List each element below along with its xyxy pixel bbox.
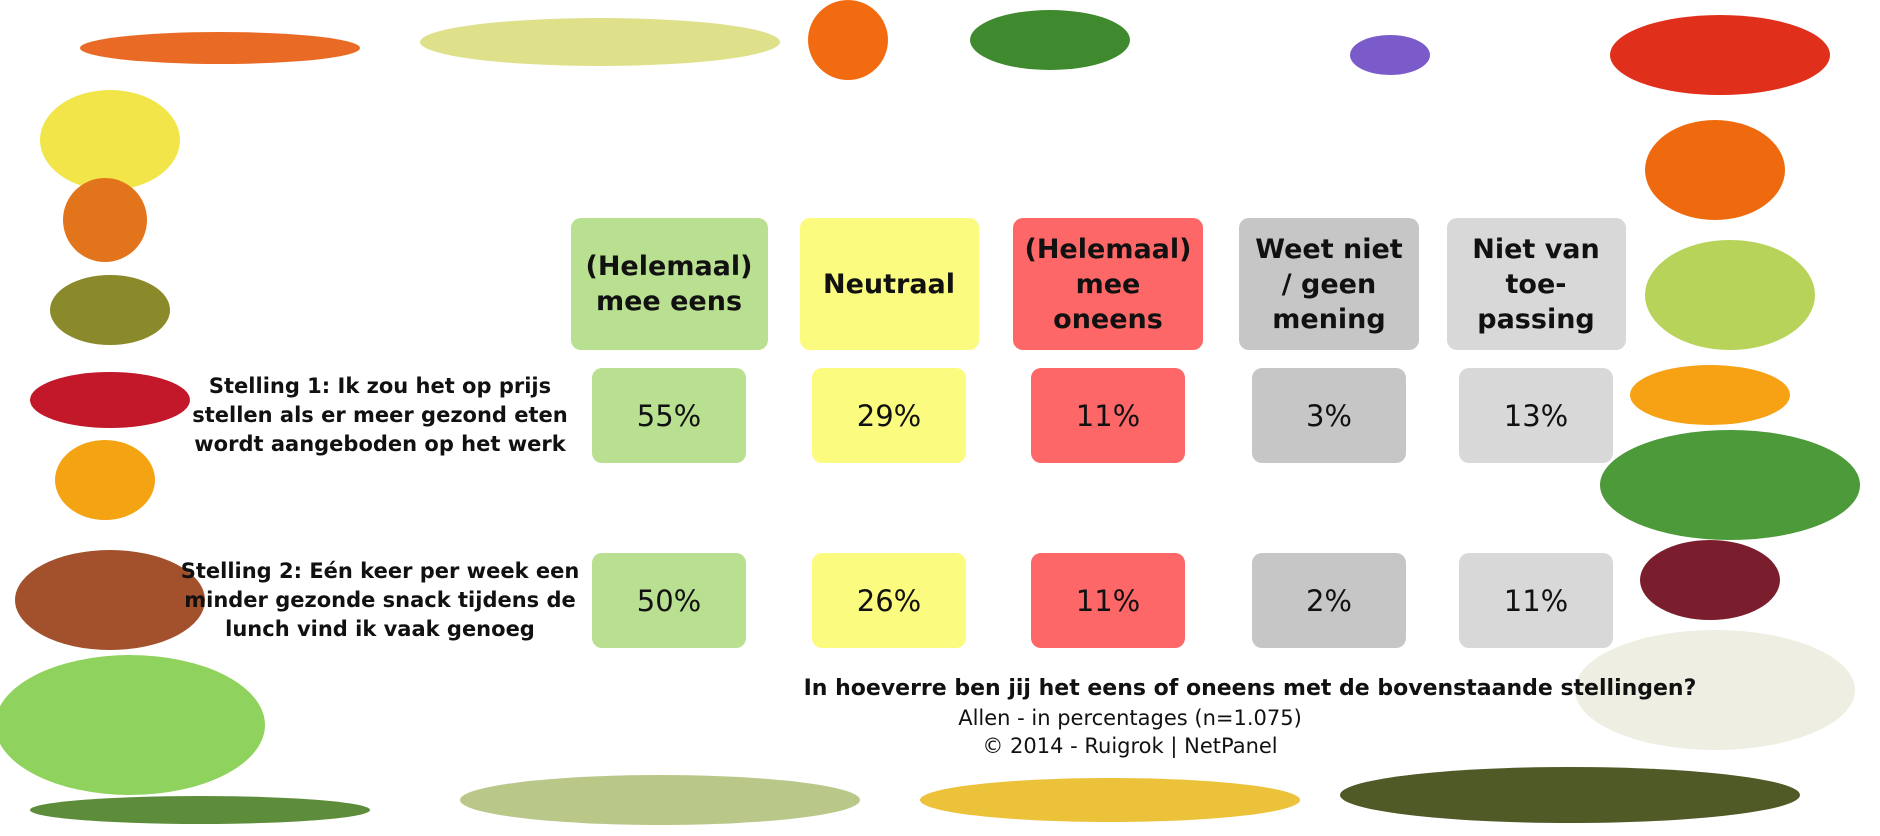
column-header: Weet niet / geen mening [1239,218,1419,350]
subtitle: Allen - in percentages (n=1.075) [830,706,1430,730]
question: In hoeverre ben jij het eens of oneens m… [560,676,1880,701]
cell: 50% [592,553,746,648]
cell: 13% [1459,368,1613,463]
cell: 29% [812,368,966,463]
column-header: Niet van toe-passing [1447,218,1626,350]
cell: 2% [1252,553,1406,648]
cell: 11% [1031,368,1185,463]
statement: Stelling 2: Eén keer per week een minder… [180,557,580,644]
cell: 3% [1252,368,1406,463]
infographic: (Helemaal) mee eensNeutraal (Helemaal) me… [0,0,1880,836]
cell: 55% [592,368,746,463]
cell: 26% [812,553,966,648]
statement: Stelling 1: Ik zou het op prijs stellen … [180,372,580,459]
column-header: (Helemaal) mee oneens [1013,218,1203,350]
copyright: © 2014 - Ruigrok | NetPanel [830,734,1430,758]
column-header: (Helemaal) mee eens [571,218,768,350]
cell: 11% [1459,553,1613,648]
column-header: Neutraal [800,218,979,350]
cell: 11% [1031,553,1185,648]
